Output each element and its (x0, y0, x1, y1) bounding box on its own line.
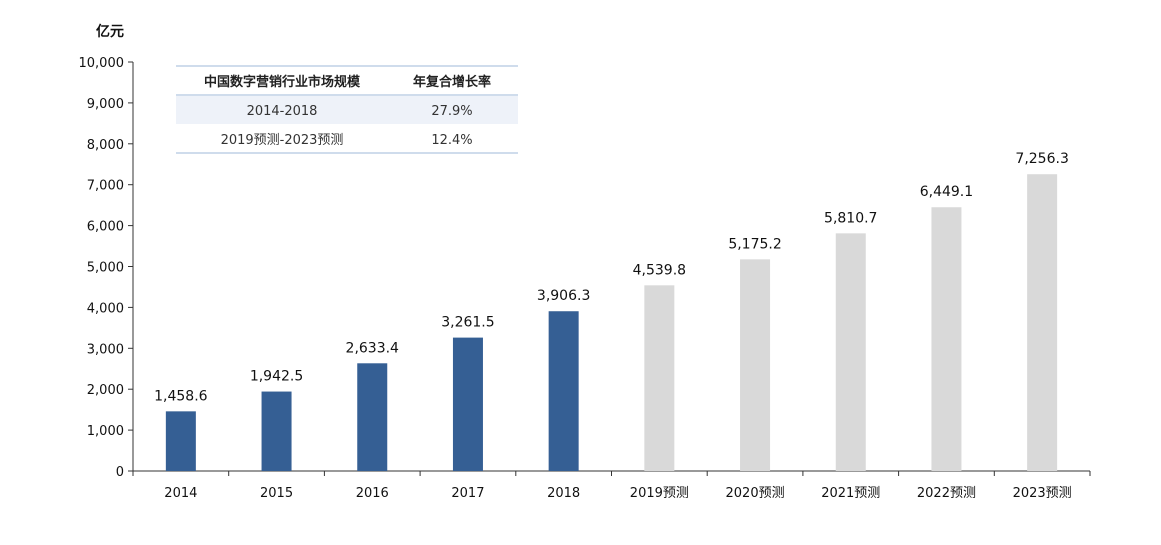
y-tick-label: 4,000 (87, 301, 124, 316)
x-axis: 2014 2015 2016 2017 2018 2019预测 2020预测 2021预测 20… (132, 470, 1091, 501)
actual-bar (452, 337, 483, 471)
x-tick-label: 2020预测 (726, 486, 785, 501)
y-tick-label: 9,000 (87, 97, 124, 112)
forecast-bar (740, 259, 771, 471)
bars (165, 174, 1058, 471)
y-tick-label: 7,000 (87, 179, 124, 194)
y-tick-label: 8,000 (87, 138, 124, 153)
actual-bar (548, 311, 579, 471)
data-label: 6,449.1 (920, 184, 973, 200)
x-tick-label: 2018 (547, 486, 580, 501)
table-cell-cagr: 12.4% (431, 133, 472, 148)
data-label: 5,810.7 (824, 210, 877, 226)
y-tick-label: 10,000 (79, 56, 125, 71)
x-tick-label: 2021预测 (821, 486, 880, 501)
table-header-cell: 年复合增长率 (413, 74, 491, 90)
table-header-cell: 中国数字营销行业市场规模 (204, 74, 361, 90)
actual-bar (261, 391, 292, 471)
data-label: 1,458.6 (154, 388, 208, 404)
y-tick-label: 1,000 (87, 424, 124, 439)
data-labels: 1,458.6 1,942.5 2,633.4 3,261.5 3,906.3 4,539… (154, 151, 1069, 404)
forecast-bar (644, 285, 675, 471)
data-label: 1,942.5 (250, 369, 303, 385)
data-label: 4,539.8 (633, 262, 686, 278)
x-tick-label: 2015 (260, 486, 293, 501)
data-label: 5,175.2 (728, 236, 781, 252)
y-axis: 0 1,000 2,000 3,000 4,000 5,000 6,000 7,000 8,00… (79, 56, 134, 480)
x-tick-label: 2016 (356, 486, 389, 501)
table-cell-period: 2019预测-2023预测 (221, 133, 344, 148)
actual-bar (357, 363, 388, 471)
y-tick-label: 6,000 (87, 220, 124, 235)
x-tick-label: 2022预测 (917, 486, 976, 501)
y-axis-unit-label: 亿元 (96, 23, 124, 40)
y-tick-label: 2,000 (87, 383, 124, 398)
x-tick-label: 2014 (164, 486, 197, 501)
forecast-bar (1027, 174, 1058, 471)
y-tick-label: 3,000 (87, 342, 124, 357)
table-cell-cagr: 27.9% (431, 104, 472, 119)
forecast-bar (931, 207, 962, 471)
x-tick-label: 2017 (451, 486, 484, 501)
data-label: 3,906.3 (537, 288, 590, 304)
x-tick-label: 2019预测 (630, 486, 689, 501)
data-label: 2,633.4 (346, 340, 400, 356)
cagr-table: 中国数字营销行业市场规模 年复合增长率 2014-2018 27.9% 2019预测-2… (176, 65, 518, 154)
table-cell-period: 2014-2018 (247, 104, 318, 119)
actual-bar (165, 411, 196, 471)
data-label: 3,261.5 (441, 315, 494, 331)
x-tick-label: 2023预测 (1013, 486, 1072, 501)
table-row-stripe (176, 96, 518, 124)
forecast-bar (835, 233, 866, 471)
y-tick-label: 5,000 (87, 261, 124, 276)
y-tick-label: 0 (116, 465, 124, 480)
data-label: 7,256.3 (1015, 151, 1068, 167)
